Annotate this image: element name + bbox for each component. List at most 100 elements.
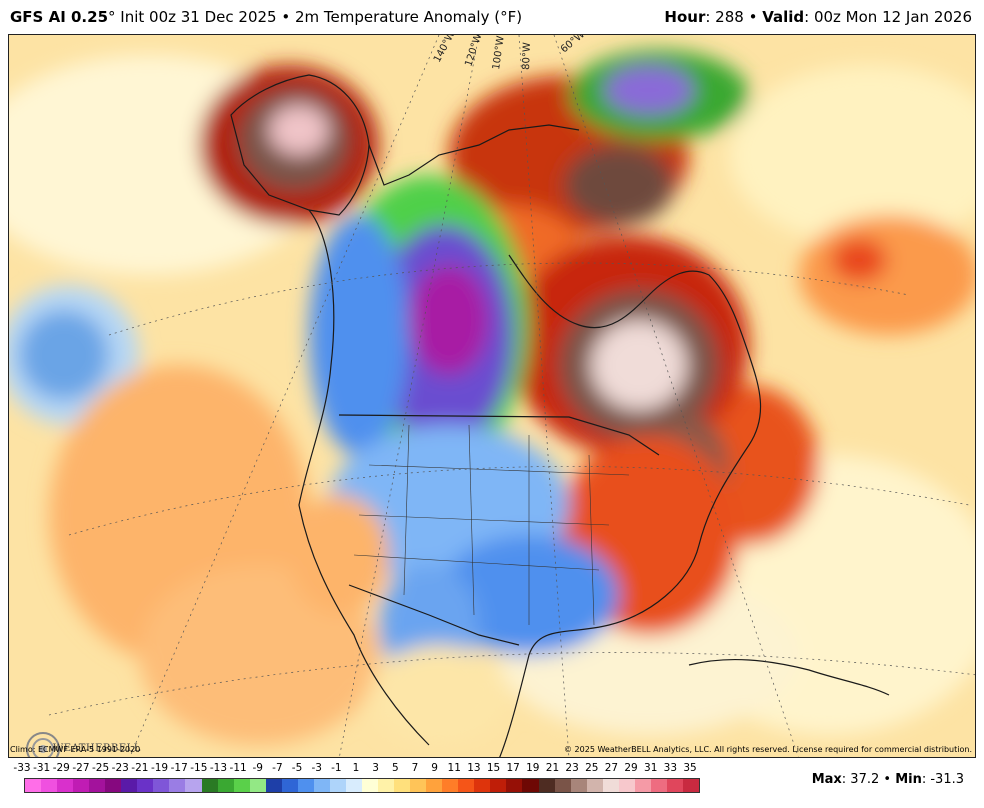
colorbar-swatch xyxy=(682,779,699,792)
colorbar-label: -29 xyxy=(52,762,70,774)
colorbar-swatch xyxy=(73,779,90,792)
weatherbell-logo: WEATHERBELL xyxy=(23,729,140,757)
colorbar-swatch xyxy=(297,779,314,792)
colorbar-label: -21 xyxy=(131,762,149,774)
colorbar-swatch xyxy=(345,779,362,792)
colorbar-label: 25 xyxy=(585,762,599,774)
colorbar-swatch xyxy=(281,779,298,792)
logo-swirl-icon xyxy=(26,732,60,757)
colorbar-swatch xyxy=(602,779,619,792)
colorbar-label: -7 xyxy=(272,762,283,774)
lon-label: 100°W xyxy=(491,35,507,70)
colorbar-swatch xyxy=(25,779,42,792)
valid-info: Hour: 288 • Valid: 00z Mon 12 Jan 2026 xyxy=(664,0,972,34)
arctic-coast xyxy=(368,124,580,186)
colorbar-swatch xyxy=(474,779,491,792)
colorbar-label: 17 xyxy=(506,762,520,774)
colorbar-swatch xyxy=(458,779,475,792)
alaska-outline xyxy=(230,74,370,216)
max-min-readout: Max: 37.2 • Min: -31.3 xyxy=(812,772,964,787)
colorbar-label: -15 xyxy=(190,762,208,774)
anomaly-map: 140°W 120°W 100°W 80°W 60°W WEATHERBELL xyxy=(8,34,976,758)
colorbar-swatch xyxy=(378,779,395,792)
colorbar-label: 15 xyxy=(486,762,501,774)
us-canada-border xyxy=(338,414,660,456)
colorbar-swatch xyxy=(538,779,555,792)
colorbar-swatch xyxy=(233,779,250,792)
colorbar-swatch xyxy=(650,779,667,792)
colorbar-swatch xyxy=(41,779,58,792)
colorbar-label: 3 xyxy=(372,762,379,774)
west-coast xyxy=(298,209,430,746)
colorbar-label: -19 xyxy=(150,762,169,774)
colorbar-swatch xyxy=(634,779,651,792)
lon-label: 80°W xyxy=(521,42,533,70)
colorbar-label: 1 xyxy=(352,762,360,774)
colorbar-label: -11 xyxy=(229,762,247,774)
header: GFS AI 0.25° Init 00z 31 Dec 2025 • 2m T… xyxy=(0,0,984,34)
state-lines xyxy=(353,424,630,626)
colorbar-label: 33 xyxy=(663,762,678,774)
colorbar-swatch xyxy=(394,779,411,792)
colorbar-label: 29 xyxy=(624,762,638,774)
colorbar-swatch xyxy=(618,779,635,792)
colorbar-label: 35 xyxy=(683,762,697,774)
colorbar-label: -1 xyxy=(331,762,342,774)
colorbar-swatch xyxy=(570,779,587,792)
colorbar-label: -25 xyxy=(92,762,110,774)
colorbar-swatch xyxy=(586,779,603,792)
max-value: : 37.2 • xyxy=(841,772,896,787)
colorbar-label: 23 xyxy=(565,762,579,774)
colorbar-swatch xyxy=(329,779,346,792)
colorbar-label: -13 xyxy=(209,762,228,774)
colorbar-labels: -33 -31 -29 -27 -25 -23 -21 -19 -17 -15 -13 -11 -9 -7… xyxy=(0,762,720,776)
colorbar-swatch xyxy=(169,779,186,792)
us-mexico-border xyxy=(348,584,520,646)
valid-label: Valid xyxy=(762,8,805,26)
graticule xyxy=(48,35,975,757)
copyright-note: © 2025 WeatherBELL Analytics, LLC. All r… xyxy=(564,745,972,754)
valid-value: : 00z Mon 12 Jan 2026 xyxy=(804,8,972,26)
colorbar-label: -9 xyxy=(252,762,263,774)
colorbar-swatch xyxy=(506,779,523,792)
colorbar-label: 11 xyxy=(447,762,461,774)
title: GFS AI 0.25° Init 00z 31 Dec 2025 • 2m T… xyxy=(10,0,522,34)
east-coast xyxy=(499,254,762,757)
climo-note: Climo: ECMWF ERA-5 1991-2020 xyxy=(10,745,141,754)
min-value: : -31.3 xyxy=(921,772,964,787)
colorbar-swatch xyxy=(217,779,234,792)
colorbar-swatch xyxy=(137,779,154,792)
hour-label: Hour xyxy=(664,8,706,26)
colorbar-swatch xyxy=(105,779,122,792)
hour-value: : 288 • xyxy=(705,8,763,26)
colorbar-swatch xyxy=(185,779,202,792)
colorbar xyxy=(24,778,700,793)
colorbar-swatch xyxy=(361,779,379,792)
anomaly-shading xyxy=(9,50,975,745)
colorbar-label: 9 xyxy=(431,762,438,774)
colorbar-swatch xyxy=(442,779,459,792)
colorbar-swatch xyxy=(153,779,170,792)
min-label: Min xyxy=(895,772,922,787)
colorbar-label: -17 xyxy=(170,762,188,774)
colorbar-label: 7 xyxy=(411,762,419,774)
cuba-outline xyxy=(688,658,890,696)
colorbar-label: -23 xyxy=(111,762,129,774)
borders xyxy=(230,74,890,757)
colorbar-swatch xyxy=(57,779,74,792)
colorbar-label: 5 xyxy=(391,762,399,774)
colorbar-label: 13 xyxy=(467,762,481,774)
model-name: GFS AI 0.25 xyxy=(10,8,109,26)
colorbar-label: -3 xyxy=(311,762,322,774)
colorbar-swatch xyxy=(554,779,571,792)
colorbar-swatch xyxy=(249,779,266,792)
logo-text: WEATHERBELL xyxy=(53,743,141,754)
colorbar-swatch xyxy=(490,779,507,792)
colorbar-swatch xyxy=(121,779,138,792)
colorbar-label: -33 xyxy=(13,762,31,774)
colorbar-label: 19 xyxy=(526,762,540,774)
colorbar-label: -31 xyxy=(33,762,51,774)
colorbar-swatch xyxy=(313,779,330,792)
colorbar-label: 21 xyxy=(545,762,560,774)
colorbar-label: 31 xyxy=(644,762,658,774)
